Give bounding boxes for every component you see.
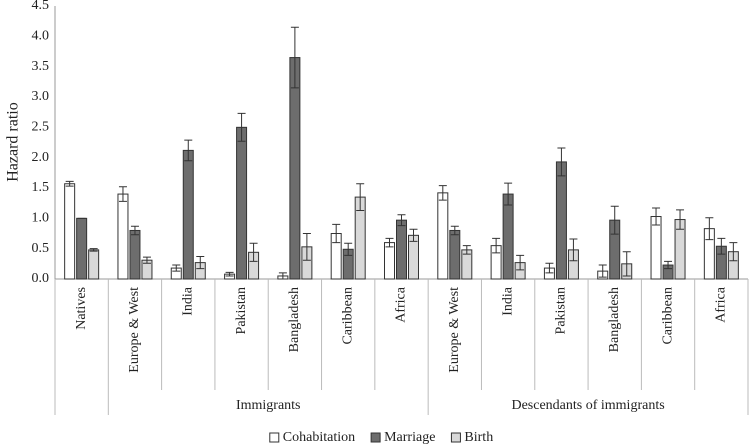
x-tick-label: India	[180, 286, 195, 316]
bar	[182, 149, 194, 280]
error-bar	[302, 233, 311, 261]
error-bar	[622, 251, 631, 277]
error-bar	[516, 254, 525, 271]
bar	[289, 57, 301, 280]
y-tick-label: 3.5	[32, 59, 50, 74]
error-bar	[462, 245, 471, 255]
bar	[129, 229, 141, 280]
x-tick-label: Natives	[74, 287, 89, 330]
error-bar	[332, 223, 341, 244]
x-tick-label: Pakistan	[554, 287, 569, 334]
error-bar	[676, 209, 685, 230]
x-tick-label: India	[500, 286, 515, 316]
y-tick-label: 2.0	[32, 150, 50, 165]
error-bar	[438, 185, 447, 201]
legend-label: Birth	[464, 430, 493, 445]
bar	[117, 193, 129, 280]
group-label: Descendants of immigrants	[511, 398, 664, 413]
error-bar	[89, 248, 98, 252]
error-bar	[504, 182, 513, 206]
x-tick-label: Europe & West	[127, 287, 142, 373]
error-bar	[545, 262, 554, 274]
error-bar	[598, 264, 607, 278]
x-tick-label: Pakistan	[234, 287, 249, 334]
bar	[236, 126, 248, 280]
error-bar	[557, 147, 566, 177]
y-tick-label: 4.5	[32, 0, 50, 13]
bar	[396, 219, 407, 280]
error-bar	[249, 242, 258, 262]
error-bar	[225, 271, 234, 277]
bar	[64, 183, 76, 280]
legend-label: Marriage	[384, 430, 435, 445]
error-bar	[409, 228, 418, 242]
error-bar	[196, 256, 205, 270]
error-bar	[397, 214, 406, 227]
error-bar	[569, 238, 578, 262]
error-bar	[184, 139, 193, 162]
error-bar	[65, 180, 74, 187]
bar	[502, 193, 514, 280]
x-tick-label: Bangladesh	[607, 287, 622, 352]
error-bar	[729, 242, 738, 262]
legend-marker	[450, 432, 461, 443]
y-tick-label: 4.0	[32, 29, 50, 44]
error-bar	[237, 112, 246, 142]
y-tick-label: 1.0	[32, 211, 50, 226]
x-tick-label: Africa	[714, 286, 729, 323]
y-tick-label: 0.5	[32, 241, 50, 256]
legend-label: Cohabitation	[283, 430, 355, 445]
error-bar	[142, 256, 151, 264]
x-tick-label: Africa	[394, 286, 409, 323]
bar	[437, 192, 449, 280]
error-bar	[450, 225, 459, 236]
y-tick-label: 0.0	[32, 271, 50, 286]
legend-marker	[269, 432, 280, 443]
error-bar	[130, 225, 139, 236]
bar	[76, 217, 88, 280]
x-tick-label: Caribbean	[340, 287, 355, 345]
x-tick-label: Europe & West	[447, 287, 462, 373]
group-label: Immigrants	[236, 398, 301, 413]
bar	[449, 229, 461, 280]
y-tick-label: 3.0	[32, 89, 50, 104]
error-bar	[664, 260, 673, 270]
legend-marker	[370, 432, 381, 443]
error-bar	[492, 237, 501, 254]
x-tick-label: Caribbean	[660, 287, 675, 345]
error-bar	[172, 264, 181, 272]
bar	[88, 249, 100, 280]
error-bar	[610, 205, 619, 235]
error-bar	[717, 237, 726, 255]
x-tick-label: Bangladesh	[287, 287, 302, 352]
error-bar	[344, 242, 353, 256]
y-tick-label: 1.5	[32, 180, 50, 195]
error-bar	[118, 186, 127, 202]
error-bar	[705, 217, 714, 241]
bar	[650, 216, 662, 280]
bar	[384, 242, 395, 280]
error-bar	[385, 237, 394, 248]
y-axis-label: Hazard ratio	[5, 102, 22, 182]
error-bar	[356, 183, 365, 211]
error-bar	[290, 26, 299, 89]
y-tick-label: 2.5	[32, 120, 50, 135]
error-bar	[652, 207, 661, 226]
bar	[555, 161, 567, 280]
error-bar	[278, 272, 287, 280]
